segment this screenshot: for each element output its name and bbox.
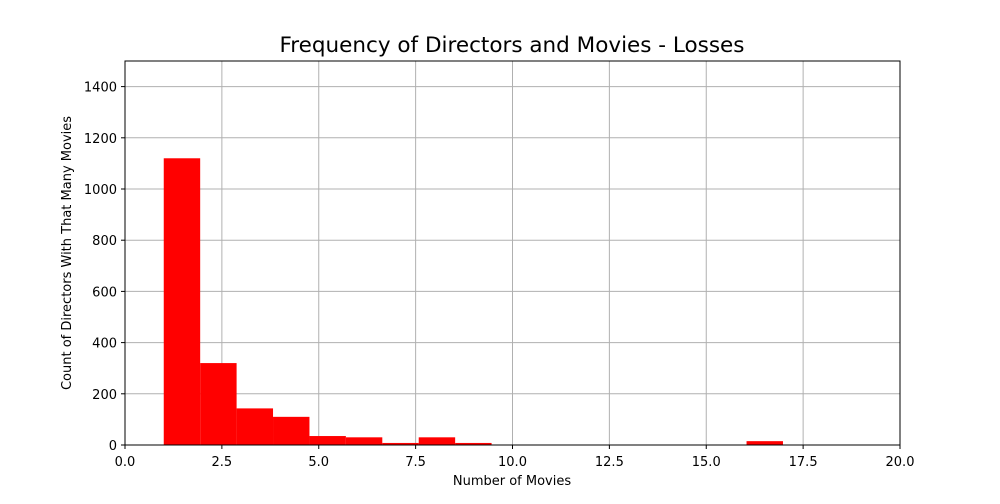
- histogram-bar: [200, 363, 237, 445]
- x-axis-label: Number of Movies: [453, 474, 571, 489]
- y-axis-label: Count of Directors With That Many Movies: [60, 116, 75, 390]
- x-tick-label: 17.5: [789, 455, 818, 470]
- x-tick-label: 2.5: [212, 455, 233, 470]
- y-tick-label: 1000: [84, 183, 117, 198]
- chart-title: Frequency of Directors and Movies - Loss…: [280, 33, 745, 58]
- histogram-bar: [382, 442, 419, 445]
- y-tick-label: 200: [92, 388, 117, 403]
- x-tick-label: 12.5: [595, 455, 624, 470]
- histogram-bar: [309, 436, 346, 445]
- x-tick-label: 15.0: [692, 455, 721, 470]
- y-tick-label: 600: [92, 285, 117, 300]
- x-tick-label: 10.0: [498, 455, 527, 470]
- y-tick-label: 1200: [84, 132, 117, 147]
- x-tick-label: 7.5: [405, 455, 426, 470]
- histogram-bars: [163, 158, 783, 445]
- x-axis-ticks: 0.0 2.5 5.0 7.5 10.0 12.5 15.0 17.5 20.0: [115, 445, 915, 470]
- x-tick-label: 5.0: [308, 455, 329, 470]
- y-tick-label: 1400: [84, 81, 117, 96]
- histogram-bar: [455, 442, 492, 445]
- y-tick-label: 400: [92, 337, 117, 352]
- histogram-bar: [418, 437, 456, 445]
- x-tick-label: 0.0: [115, 455, 136, 470]
- y-axis-ticks: 0 200 400 600 800 1000 1200 1400: [84, 81, 125, 454]
- histogram-bar: [236, 408, 274, 445]
- histogram-bar: [273, 416, 310, 445]
- y-tick-label: 800: [92, 234, 117, 249]
- histogram-bar: [163, 158, 201, 445]
- histogram-bar: [345, 437, 383, 445]
- y-tick-label: 0: [109, 439, 117, 454]
- histogram-bar: [746, 441, 783, 445]
- x-tick-label: 20.0: [886, 455, 915, 470]
